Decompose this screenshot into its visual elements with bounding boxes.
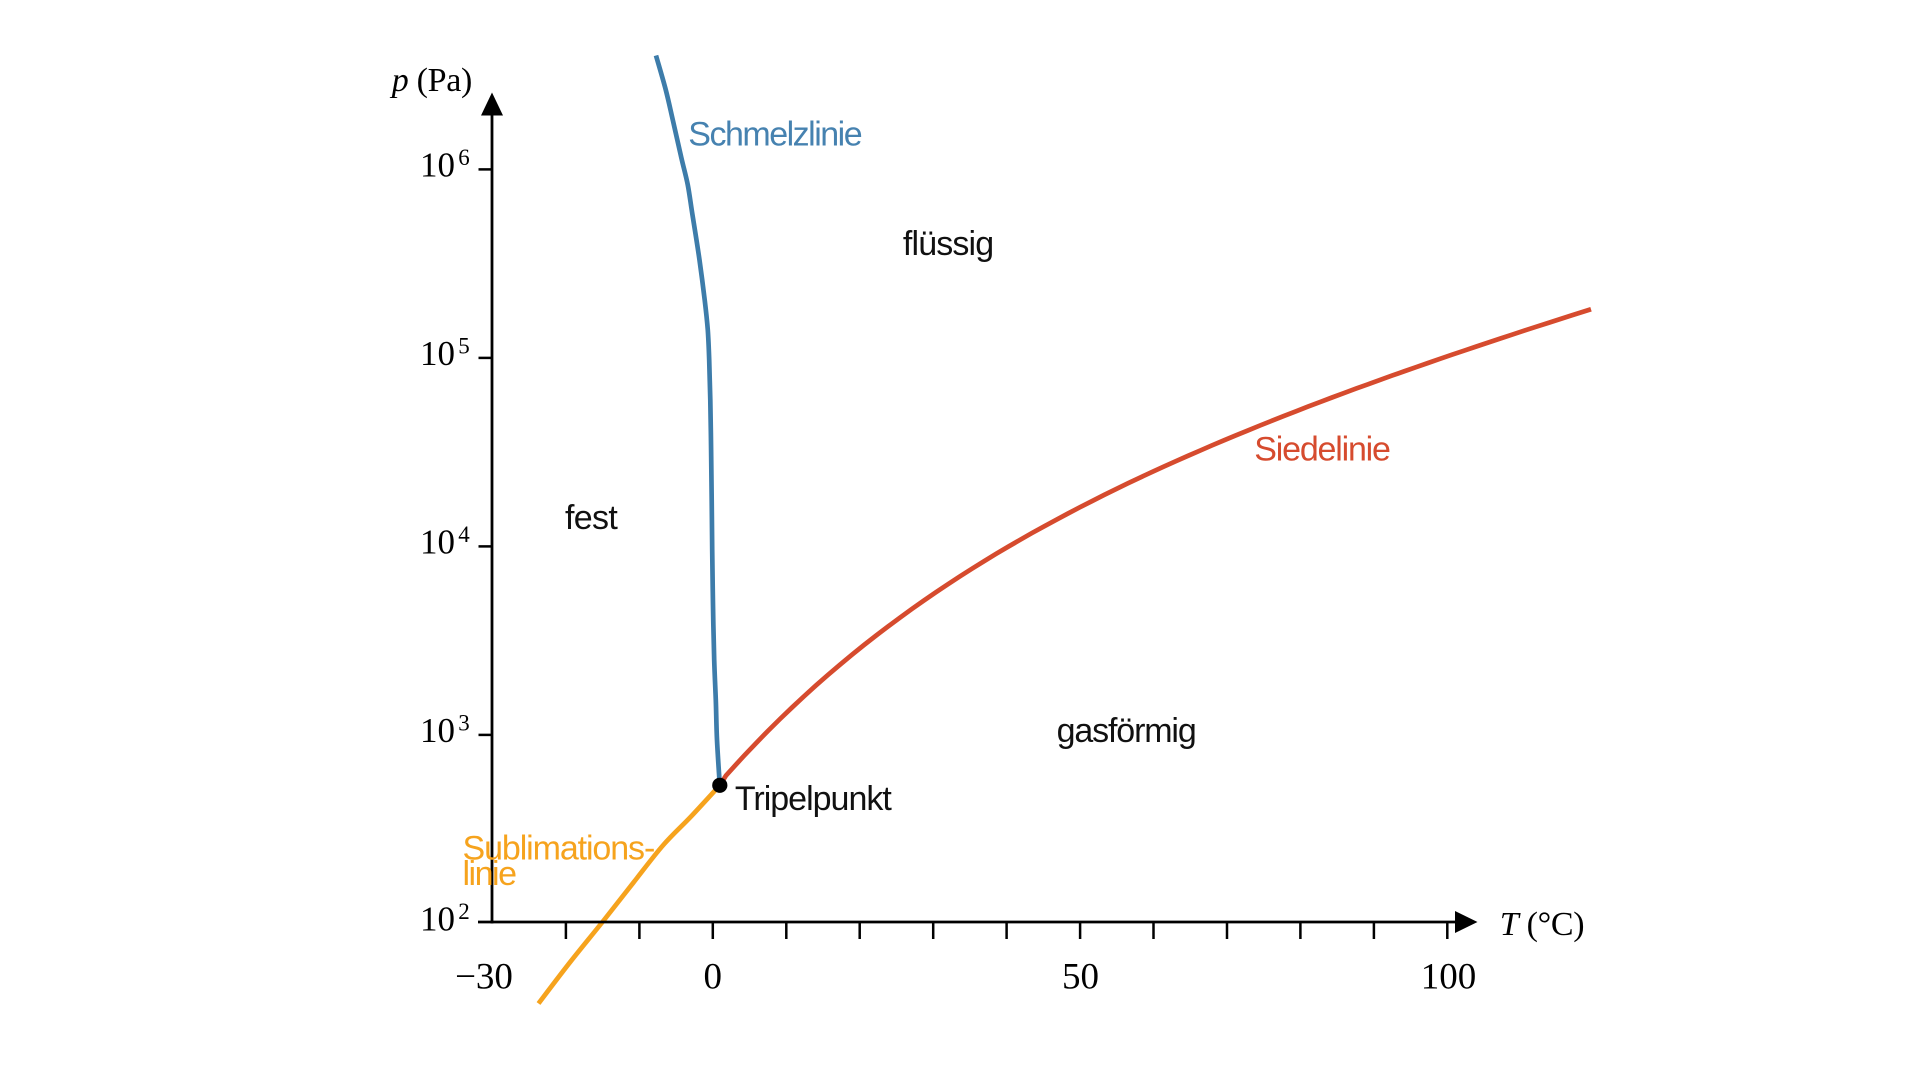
svg-text:10: 10 [420,334,455,373]
svg-text:−30: −30 [455,957,513,998]
svg-text:gasförmig: gasförmig [1057,712,1196,750]
svg-text:6: 6 [458,145,470,170]
svg-text:fest: fest [565,499,618,537]
svg-text:10: 10 [420,523,455,562]
svg-text:50: 50 [1062,957,1099,998]
svg-text:Sublimations-: Sublimations- [463,830,655,868]
svg-text:3: 3 [458,711,470,736]
svg-text:linie: linie [463,855,517,893]
svg-text:p (Pa): p (Pa) [390,62,472,99]
svg-text:5: 5 [458,334,470,359]
svg-text:T (°C): T (°C) [1500,906,1585,943]
svg-text:2: 2 [458,899,470,924]
svg-text:10: 10 [420,146,455,185]
svg-text:Schmelzlinie: Schmelzlinie [688,116,861,154]
svg-text:10: 10 [420,900,455,939]
svg-text:Siedelinie: Siedelinie [1254,431,1390,469]
svg-text:100: 100 [1421,957,1477,998]
svg-text:10: 10 [420,711,455,750]
svg-text:4: 4 [458,522,470,547]
svg-text:0: 0 [704,957,723,998]
svg-text:flüssig: flüssig [903,225,993,263]
svg-text:Tripelpunkt: Tripelpunkt [735,780,892,818]
